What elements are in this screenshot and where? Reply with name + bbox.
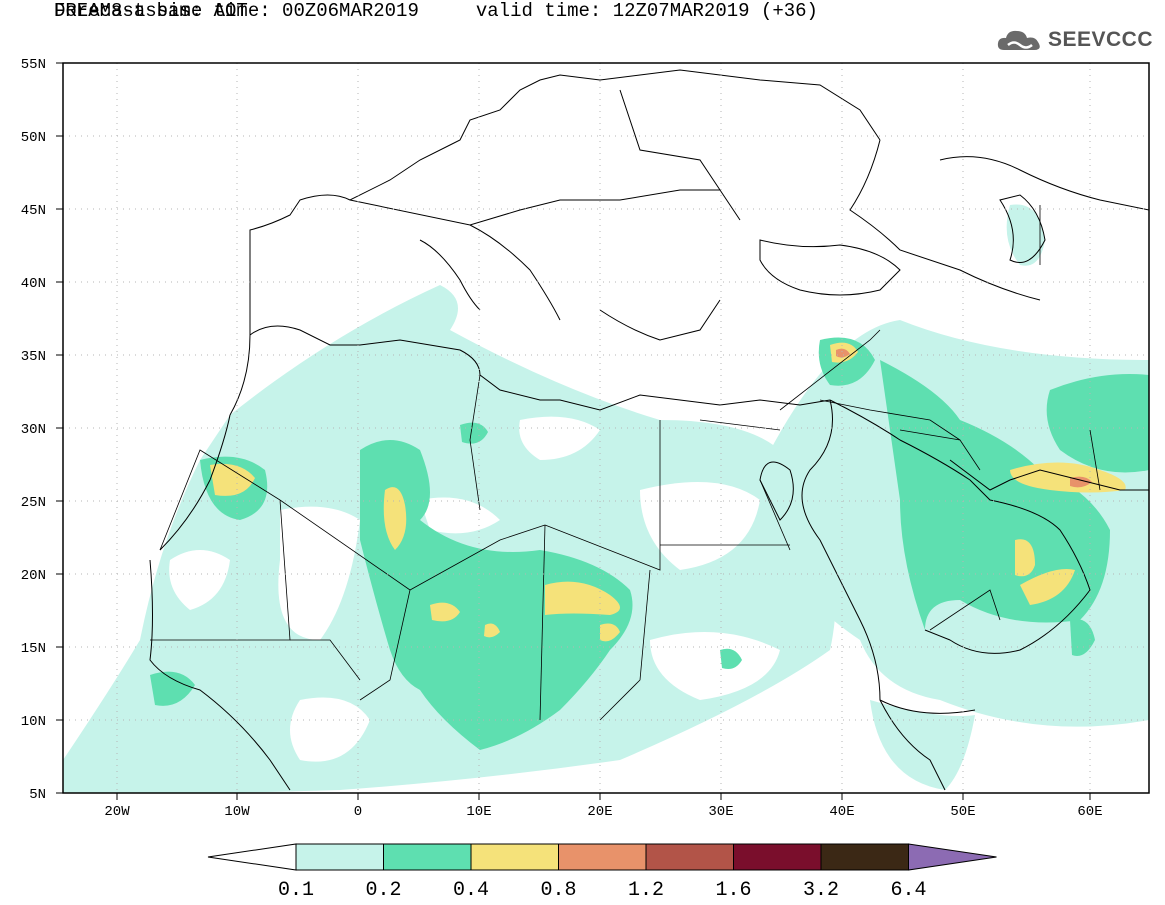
seevccc-logo: SEEVCCC	[996, 24, 1153, 56]
lat-label: 5N	[29, 787, 46, 803]
legend-label: 0.4	[453, 879, 489, 902]
valid-time-label: valid time: 12Z07MAR2019 (+36)	[475, 0, 818, 22]
lon-label: 20W	[104, 804, 130, 820]
legend-over-arrow	[908, 843, 997, 871]
legend-swatch	[295, 843, 384, 871]
lon-label: 10W	[224, 804, 250, 820]
map-title: DREAM8-assim: AOT	[54, 0, 248, 22]
legend-label: 0.1	[278, 879, 314, 902]
legend-label: 3.2	[803, 879, 839, 902]
lon-label: 50E	[950, 804, 975, 820]
legend-label: 1.2	[628, 879, 664, 902]
borders	[150, 205, 1101, 721]
lon-label: 40E	[829, 804, 854, 820]
legend-label: 0.2	[365, 879, 401, 902]
lon-label: 10E	[466, 804, 491, 820]
lon-label: 30E	[708, 804, 733, 820]
lat-label: 25N	[21, 495, 46, 511]
lat-label: 50N	[21, 130, 46, 146]
legend-swatch	[470, 843, 559, 871]
lat-label: 35N	[21, 349, 46, 365]
lat-label: 55N	[21, 57, 46, 73]
legend-label: 1.6	[715, 879, 751, 902]
latitude-labels: 55N 50N 45N 40N 35N 30N 25N 20N 15N 10N …	[21, 57, 46, 803]
lon-label: 60E	[1077, 804, 1102, 820]
lat-label: 20N	[21, 568, 46, 584]
legend-label: 0.8	[540, 879, 576, 902]
lat-label: 45N	[21, 203, 46, 219]
forecast-times: Forecast base time: 00Z06MAR2019 valid t…	[54, 0, 818, 22]
lon-label: 0	[354, 804, 362, 820]
aot-shading	[63, 204, 1149, 793]
color-legend: 0.1 0.2 0.4 0.8 1.2 1.6 3.2 6.4	[207, 843, 997, 902]
legend-swatch	[645, 843, 734, 871]
lat-label: 15N	[21, 641, 46, 657]
legend-swatches	[207, 843, 997, 871]
legend-label: 6.4	[890, 879, 926, 902]
longitude-labels: 20W 10W 0 10E 20E 30E 40E 50E 60E	[104, 804, 1102, 820]
legend-swatch	[558, 843, 647, 871]
lat-label: 40N	[21, 276, 46, 292]
base-time-label: Forecast base time: 00Z06MAR2019	[54, 0, 419, 22]
lat-label: 30N	[21, 422, 46, 438]
gridlines	[63, 63, 1149, 793]
coastlines	[149, 69, 1149, 791]
legend-swatch	[820, 843, 909, 871]
legend-swatch	[733, 843, 822, 871]
lat-label: 10N	[21, 714, 46, 730]
legend-labels: 0.1 0.2 0.4 0.8 1.2 1.6 3.2 6.4	[278, 879, 927, 902]
cloud-icon	[997, 30, 1040, 50]
legend-swatch	[383, 843, 472, 871]
lon-label: 20E	[587, 804, 612, 820]
aot-map: 55N 50N 45N 40N 35N 30N 25N 20N 15N 10N …	[21, 57, 1150, 820]
legend-under-arrow	[207, 843, 297, 871]
